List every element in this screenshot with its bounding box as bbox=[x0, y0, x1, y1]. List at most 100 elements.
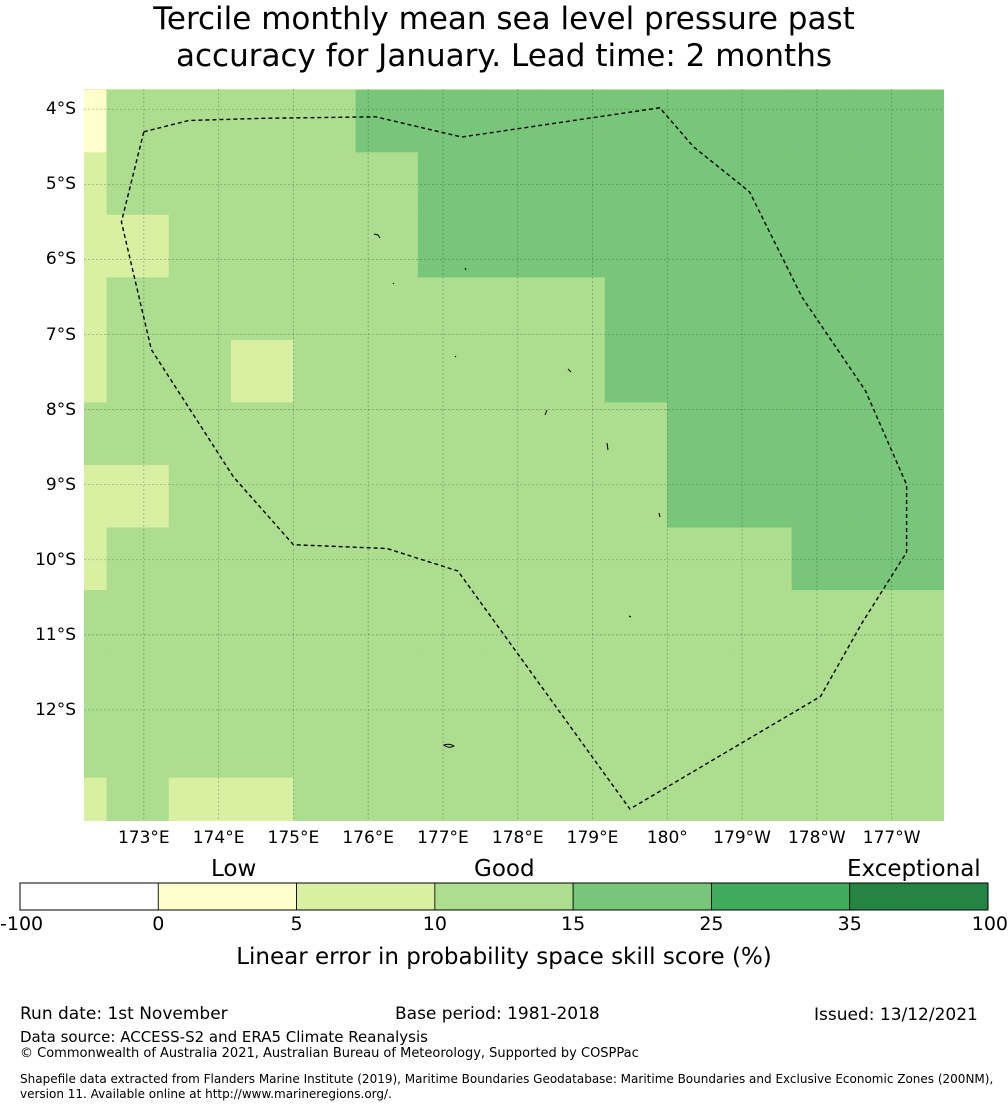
skill-cell bbox=[293, 715, 357, 779]
skill-cell bbox=[542, 89, 606, 153]
skill-cell bbox=[293, 89, 357, 153]
colorbar-segment bbox=[296, 882, 436, 911]
skill-cell bbox=[667, 277, 730, 341]
skill-cell bbox=[293, 464, 357, 529]
skill-cell bbox=[480, 527, 544, 591]
skill-cell bbox=[667, 527, 730, 591]
skill-cell bbox=[84, 527, 108, 591]
skill-cell bbox=[853, 777, 917, 821]
skill-cell bbox=[231, 464, 294, 529]
skill-cell bbox=[417, 152, 481, 216]
colorbar-label: Linear error in probability space skill … bbox=[236, 944, 772, 970]
skill-cell bbox=[231, 527, 294, 591]
island-outline bbox=[392, 282, 395, 285]
skill-cell bbox=[168, 777, 232, 821]
data-source: Data source: ACCESS-S2 and ERA5 Climate … bbox=[20, 1028, 428, 1046]
lat-label: 9°S bbox=[45, 474, 76, 495]
lon-label: 179°W bbox=[713, 828, 771, 848]
skill-cell bbox=[853, 527, 917, 591]
lat-label: 11°S bbox=[35, 624, 76, 645]
skill-cell bbox=[916, 277, 944, 341]
skill-cell bbox=[667, 715, 730, 779]
skill-cell bbox=[355, 152, 419, 216]
skill-cell bbox=[729, 527, 793, 591]
skill-cell bbox=[729, 715, 793, 779]
skill-cell bbox=[231, 777, 294, 821]
skill-cell bbox=[916, 152, 944, 216]
skill-cell bbox=[791, 277, 855, 341]
lon-label: 176°E bbox=[342, 828, 395, 848]
skill-cell bbox=[231, 715, 294, 779]
colorbar-segment bbox=[572, 882, 712, 911]
skill-cell bbox=[604, 402, 668, 466]
skill-cell bbox=[791, 590, 855, 654]
skill-cell bbox=[604, 89, 668, 153]
skill-cell bbox=[791, 402, 855, 466]
skill-cell bbox=[480, 277, 544, 341]
lat-label: 7°S bbox=[45, 324, 76, 345]
skill-cell bbox=[791, 464, 855, 529]
category-word-good: Good bbox=[474, 856, 535, 882]
skill-cell bbox=[667, 152, 730, 216]
colorbar-tick-label: 0 bbox=[152, 913, 165, 935]
skill-cell bbox=[417, 89, 481, 153]
skill-cell bbox=[84, 339, 108, 404]
category-word-exceptional: Exceptional bbox=[847, 856, 981, 882]
map-title-line-2: accuracy for January. Lead time: 2 month… bbox=[175, 38, 832, 74]
skill-cell bbox=[355, 214, 419, 278]
skill-cell bbox=[542, 527, 606, 591]
skill-cell bbox=[542, 339, 606, 404]
category-word-low: Low bbox=[211, 856, 257, 882]
skill-grid-cells bbox=[84, 89, 944, 821]
skill-cell bbox=[355, 715, 419, 779]
skill-cell bbox=[168, 464, 232, 529]
skill-cell bbox=[542, 277, 606, 341]
skill-cell bbox=[355, 777, 419, 821]
skill-cell bbox=[667, 652, 730, 716]
skill-cell bbox=[293, 339, 357, 404]
skill-cell bbox=[417, 339, 481, 404]
lon-label: 178°E bbox=[491, 828, 544, 848]
skill-cell bbox=[293, 652, 357, 716]
skill-cell bbox=[853, 464, 917, 529]
skill-cell bbox=[417, 527, 481, 591]
colorbar-tick-label: 35 bbox=[837, 913, 862, 935]
skill-cell bbox=[542, 152, 606, 216]
skill-cell bbox=[480, 402, 544, 466]
colorbar-segment bbox=[19, 882, 159, 911]
skill-cell bbox=[916, 464, 944, 529]
skill-cell bbox=[729, 339, 793, 404]
colorbar-outline bbox=[19, 882, 989, 911]
skill-cell bbox=[231, 214, 294, 278]
skill-cell bbox=[604, 777, 668, 821]
lon-label: 180° bbox=[646, 828, 688, 848]
skill-cell bbox=[355, 89, 419, 153]
skill-cell bbox=[480, 652, 544, 716]
lon-label: 174°E bbox=[192, 828, 245, 848]
island-outline bbox=[606, 442, 609, 451]
map-title-line-1: Tercile monthly mean sea level pressure … bbox=[153, 1, 855, 37]
skill-cell bbox=[231, 277, 294, 341]
skill-cell bbox=[231, 339, 294, 404]
lon-label: 173°E bbox=[117, 828, 170, 848]
skill-cell bbox=[231, 402, 294, 466]
skill-cell bbox=[417, 277, 481, 341]
skill-cell bbox=[542, 214, 606, 278]
skill-cell bbox=[293, 590, 357, 654]
skill-cell bbox=[542, 652, 606, 716]
skill-cell bbox=[853, 590, 917, 654]
skill-cell bbox=[417, 590, 481, 654]
skill-cell bbox=[417, 402, 481, 466]
colorbar-tick-label: 10 bbox=[422, 913, 447, 935]
skill-cell bbox=[293, 527, 357, 591]
skill-cell bbox=[106, 715, 170, 779]
skill-cell bbox=[729, 590, 793, 654]
skill-cell bbox=[916, 402, 944, 466]
skill-cell bbox=[480, 89, 544, 153]
skill-cell bbox=[84, 152, 108, 216]
skill-cell bbox=[729, 777, 793, 821]
skill-cell bbox=[355, 402, 419, 466]
shapefile-credit-line-1: Shapefile data extracted from Flanders M… bbox=[20, 1072, 994, 1086]
skill-cell bbox=[853, 214, 917, 278]
